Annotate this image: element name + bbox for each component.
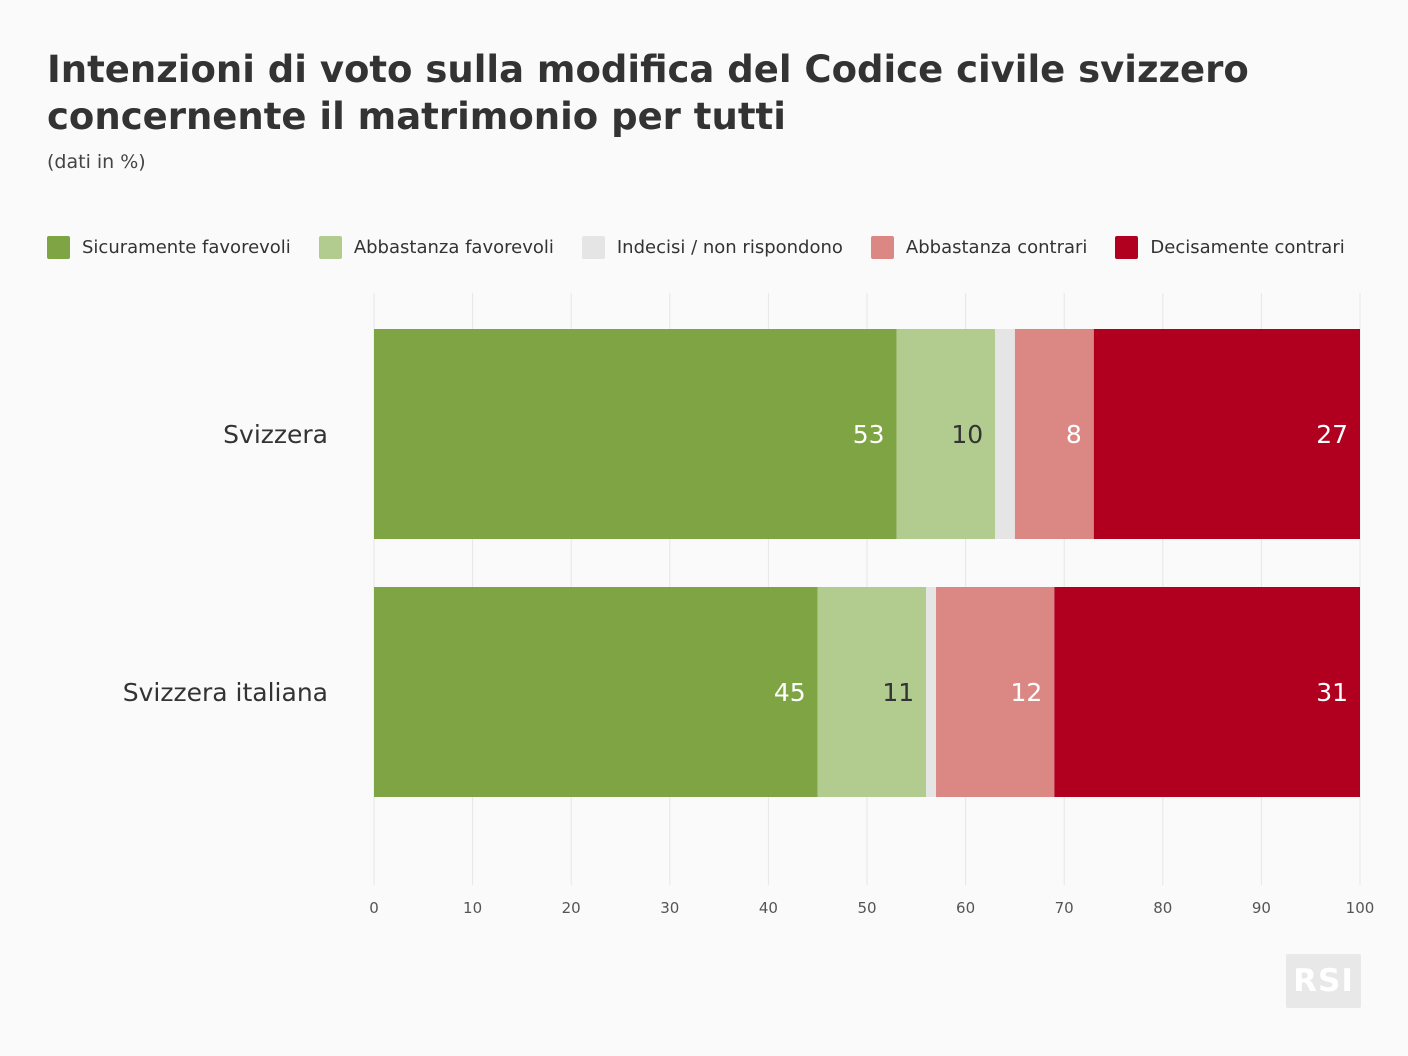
x-tick-label: 70 — [1055, 899, 1074, 917]
data-label: 27 — [1316, 420, 1348, 449]
legend-item: Sicuramente favorevoli — [47, 235, 291, 259]
x-tick-label: 90 — [1252, 899, 1271, 917]
bar-segment — [926, 587, 937, 797]
legend-swatch — [581, 235, 605, 259]
legend-swatch — [47, 235, 70, 259]
data-label: 11 — [882, 678, 914, 707]
bar-segment — [374, 587, 818, 797]
bar-segment — [896, 329, 996, 539]
bar-segment — [1054, 587, 1360, 797]
data-label: 8 — [1066, 420, 1082, 449]
legend-label: Indecisi / non rispondono — [616, 236, 843, 258]
legend-swatch — [1115, 235, 1139, 259]
x-tick-label: 10 — [463, 899, 482, 917]
bar-segment — [1014, 329, 1094, 539]
category-label: Svizzera italiana — [123, 678, 328, 707]
data-label: 31 — [1316, 678, 1348, 707]
data-label: 10 — [951, 420, 983, 449]
bar-segment — [995, 329, 1015, 539]
category-label: Svizzera — [223, 420, 328, 449]
data-label: 12 — [1011, 678, 1043, 707]
x-tick-label: 20 — [562, 899, 581, 917]
legend: Sicuramente favorevoli Abbastanza favorev… — [47, 234, 1373, 260]
bar-segment — [936, 587, 1055, 797]
x-tick-label: 50 — [857, 899, 876, 917]
bar-segment — [817, 587, 927, 797]
legend-swatch — [318, 235, 342, 259]
chart-title: Intenzioni di voto sulla modifica del Co… — [47, 48, 1249, 138]
legend-item: Abbastanza contrari — [870, 235, 1088, 259]
data-label: 45 — [774, 678, 806, 707]
legend-item: Decisamente contrari — [1115, 235, 1345, 259]
x-tick-label: 40 — [759, 899, 778, 917]
x-tick-label: 30 — [660, 899, 679, 917]
legend-label: Abbastanza contrari — [905, 236, 1088, 258]
bar-segment — [1093, 329, 1360, 539]
x-tick-label: 0 — [369, 899, 379, 917]
legend-item: Indecisi / non rispondono — [581, 235, 843, 259]
legend-item: Abbastanza favorevoli — [318, 235, 554, 259]
bar-segment — [374, 329, 897, 539]
rsi-logo: RSI — [1286, 954, 1361, 1008]
rsi-logo-text: RSI — [1293, 963, 1354, 999]
data-label: 53 — [853, 420, 885, 449]
legend-label: Sicuramente favorevoli — [82, 236, 291, 258]
legend-label: Abbastanza favorevoli — [353, 236, 554, 258]
chart-subtitle: (dati in %) — [47, 151, 146, 173]
legend-label: Decisamente contrari — [1150, 236, 1345, 258]
x-tick-label: 100 — [1346, 899, 1375, 917]
x-tick-label: 60 — [956, 899, 975, 917]
x-tick-label: 80 — [1153, 899, 1172, 917]
legend-swatch — [870, 235, 894, 259]
